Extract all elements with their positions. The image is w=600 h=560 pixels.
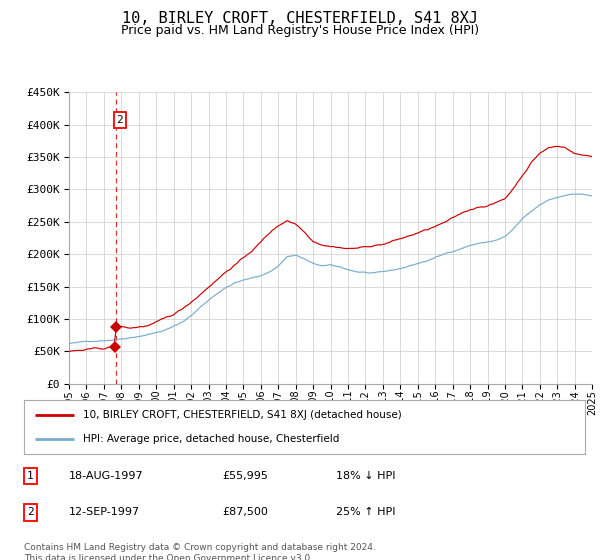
Text: 2: 2 — [27, 507, 34, 517]
Text: 1: 1 — [27, 471, 34, 481]
Text: £87,500: £87,500 — [222, 507, 268, 517]
Text: 12-SEP-1997: 12-SEP-1997 — [69, 507, 140, 517]
Text: 2: 2 — [116, 115, 123, 125]
Text: Contains HM Land Registry data © Crown copyright and database right 2024.
This d: Contains HM Land Registry data © Crown c… — [24, 543, 376, 560]
Text: 10, BIRLEY CROFT, CHESTERFIELD, S41 8XJ: 10, BIRLEY CROFT, CHESTERFIELD, S41 8XJ — [122, 11, 478, 26]
Text: 18% ↓ HPI: 18% ↓ HPI — [336, 471, 395, 481]
Text: Price paid vs. HM Land Registry's House Price Index (HPI): Price paid vs. HM Land Registry's House … — [121, 24, 479, 37]
Text: 18-AUG-1997: 18-AUG-1997 — [69, 471, 143, 481]
Text: HPI: Average price, detached house, Chesterfield: HPI: Average price, detached house, Ches… — [83, 434, 339, 444]
Text: 10, BIRLEY CROFT, CHESTERFIELD, S41 8XJ (detached house): 10, BIRLEY CROFT, CHESTERFIELD, S41 8XJ … — [83, 410, 401, 420]
Text: £55,995: £55,995 — [222, 471, 268, 481]
Text: 25% ↑ HPI: 25% ↑ HPI — [336, 507, 395, 517]
